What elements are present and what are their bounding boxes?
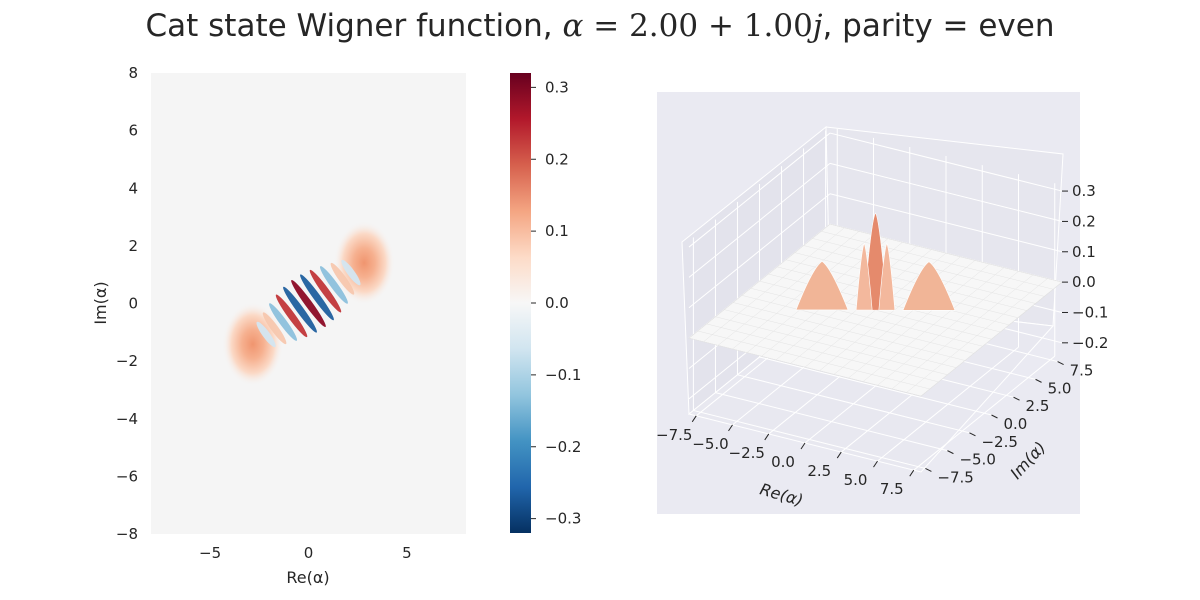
surface-z-tick: 0.1 (1072, 243, 1096, 261)
fringe-band (330, 262, 355, 295)
colorbar-tick-label: −0.1 (545, 366, 581, 384)
surface-y-tick: −2.5 (981, 433, 1017, 451)
surface-y-tick-mark (1057, 361, 1064, 366)
back-grid-line (829, 193, 1063, 253)
surface-x-tick: 7.5 (880, 480, 904, 498)
surface-y-tick-mark (969, 432, 976, 437)
surface-y-tick: 7.5 (1070, 362, 1094, 380)
heatmap-y-tick: −4 (116, 410, 138, 428)
surface-mesh-line (833, 260, 976, 375)
surface-x-tick-mark (764, 433, 770, 441)
colorbar-tick-label: 0.2 (545, 150, 569, 168)
surface-y-tick-mark (1035, 378, 1042, 383)
fringe-band (256, 321, 276, 348)
colorbar-tick-label: −0.2 (545, 438, 581, 456)
surface-y-tick: 2.5 (1026, 397, 1050, 415)
surface-x-tick: −5.0 (692, 435, 728, 453)
heatmap-y-tick: −2 (116, 352, 138, 370)
fringe-band (309, 269, 342, 313)
heatmap-y-tick: 2 (128, 237, 138, 255)
surface-mesh-line (920, 281, 1063, 397)
fringe-band (269, 303, 297, 341)
surface-mesh-line (906, 278, 1048, 393)
back-grid-line (829, 132, 1063, 192)
wigner-heatmap (151, 73, 466, 534)
surface-mesh-line (877, 271, 1019, 386)
floor-grid-line (759, 356, 992, 416)
surface-mesh-line (794, 252, 1027, 311)
heatmap-y-label: Im(α) (91, 281, 110, 324)
side-grid-line (688, 163, 831, 278)
surface-x-tick-mark (800, 442, 806, 450)
surface-mesh-line (891, 274, 1034, 390)
surface-mesh-line (821, 231, 1054, 290)
surface-y-tick: −7.5 (937, 468, 973, 486)
heatmap-x-tick: 5 (402, 544, 412, 562)
surface-x-tick-mark (909, 469, 915, 477)
heatmap-y-tick: 0 (128, 295, 138, 313)
fringe-band (300, 274, 334, 321)
floor-grid-line (913, 355, 1056, 471)
fringe-band (341, 259, 361, 286)
surface-mesh-line (829, 223, 1063, 283)
surface-x-tick-mark (836, 451, 842, 459)
heatmap-y-tick: 8 (128, 64, 138, 82)
surface-y-tick-mark (1013, 396, 1020, 401)
surface-z-tick: 0.3 (1072, 182, 1096, 200)
colorbar-tick-label: 0.1 (545, 222, 569, 240)
surface-lobe-peak (902, 261, 956, 311)
colorbar (510, 73, 531, 533)
fringe-band (291, 279, 326, 328)
colorbar-tick-label: 0.3 (545, 78, 569, 96)
side-grid-line (688, 193, 831, 309)
surface-y-tick-mark (925, 467, 932, 472)
back-grid-line (829, 162, 1063, 222)
surface-lobe-peak (795, 260, 849, 311)
surface-x-tick: 5.0 (844, 471, 868, 489)
wigner-surface-3d: −7.5−5.0−2.50.02.55.07.5−7.5−5.0−2.50.02… (656, 92, 1108, 514)
heatmap-x-tick: 0 (304, 544, 314, 562)
surface-fringe-peak (855, 242, 873, 311)
surface-mesh-line (848, 263, 990, 379)
colorbar-tick-label: −0.3 (545, 510, 581, 528)
surface-z-tick: −0.1 (1072, 303, 1108, 321)
colorbar-tick-label: 0.0 (545, 294, 569, 312)
surface-mesh-line (862, 267, 1005, 382)
surface-x-tick-mark (691, 415, 697, 423)
surface-y-tick: −5.0 (959, 451, 995, 469)
heatmap-y-tick: −8 (116, 525, 138, 543)
heatmap-x-label: Re(α) (286, 568, 329, 587)
fringe-band (275, 294, 308, 338)
surface-x-tick-mark (728, 424, 733, 432)
surface-z-tick: 0.2 (1072, 212, 1096, 230)
surface-x-tick: −7.5 (656, 426, 692, 444)
fringe-band (320, 266, 348, 304)
surface-y-tick: 5.0 (1048, 379, 1072, 397)
surface-x-tick-mark (873, 460, 878, 468)
surface-y-tick: 0.0 (1004, 415, 1028, 433)
surface-x-tick: −2.5 (729, 444, 765, 462)
heatmap-y-tick: −6 (116, 467, 138, 485)
fringe-band (262, 312, 287, 345)
surface-fringe-peak (878, 242, 896, 311)
floor-grid-line (877, 346, 1019, 462)
surface-y-tick-mark (947, 450, 954, 455)
heatmap-x-tick: −5 (199, 544, 221, 562)
surface-x-tick: 2.5 (807, 462, 831, 480)
heatmap-y-tick: 6 (128, 122, 138, 140)
side-grid-line (688, 132, 831, 248)
interference-fringes (256, 259, 361, 348)
heatmap-y-tick: 4 (128, 179, 138, 197)
chart-title: Cat state Wigner function, α = 2.00 + 1.… (145, 8, 1055, 44)
surface-y-tick-mark (991, 414, 998, 419)
surface-x-tick: 0.0 (771, 453, 795, 471)
surface-z-tick: −0.2 (1072, 334, 1108, 352)
surface-z-tick: 0.0 (1072, 273, 1096, 291)
fringe-band (283, 286, 317, 333)
